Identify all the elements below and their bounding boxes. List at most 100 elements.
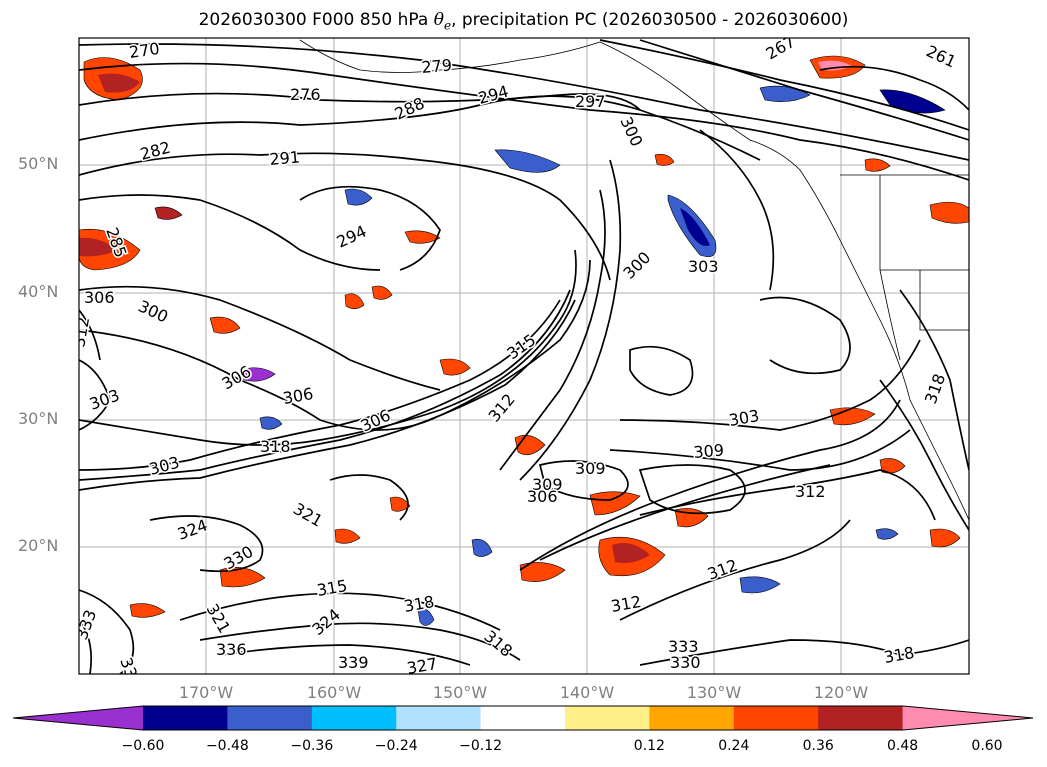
precip-blob [389, 496, 411, 512]
contour-label: 339 [338, 653, 369, 672]
lat-label-40n: 40°N [18, 282, 59, 301]
precip-blob [519, 562, 566, 582]
precip-blob [404, 230, 441, 244]
contour-label: 306 [527, 487, 558, 506]
title-theta: θ [433, 10, 444, 30]
precip-blob [79, 237, 118, 257]
colorbar-cells [13, 706, 1033, 730]
contour-label: 306 [84, 288, 115, 307]
coastlines [299, 39, 969, 521]
colorbar-tick-label: −0.48 [205, 738, 249, 754]
precip-blob [259, 416, 283, 430]
map-frame [78, 37, 970, 675]
contour-line [79, 589, 135, 674]
precip-blob [875, 528, 899, 540]
contour-line [499, 189, 606, 471]
contour-label: 318 [260, 437, 291, 456]
lat-label-20n: 20°N [18, 536, 59, 555]
colorbar-tick-label: 0.12 [633, 738, 665, 754]
contour-line [79, 95, 761, 161]
colorbar-extend-high [902, 706, 1033, 730]
contour-label: 303 [688, 257, 719, 276]
title-suffix: , precipitation PC (2026030500 - 2026030… [451, 10, 849, 30]
contour-label: 333 [668, 637, 699, 656]
colorbar-cell [565, 706, 650, 730]
contour-line [199, 622, 521, 661]
contour-line [899, 289, 969, 471]
north-america-coast [599, 41, 969, 521]
precip-blob [929, 201, 969, 224]
contour-label: 312 [795, 482, 826, 501]
contour-line [639, 39, 969, 141]
contour-line [519, 159, 622, 481]
colorbar-tick-label: −0.60 [121, 738, 165, 754]
colorbar-cell [143, 706, 228, 730]
contour-line [879, 379, 969, 531]
lon-label-150w: 150°W [432, 683, 488, 702]
contour-label: 291 [269, 147, 301, 169]
contour-line [638, 464, 746, 515]
lon-label-130w: 130°W [686, 683, 742, 702]
contour-line [759, 296, 851, 375]
lon-label-170w: 170°W [178, 683, 234, 702]
precip-blob [344, 293, 365, 310]
contour-line [329, 474, 409, 521]
contour-label: 276 [290, 85, 321, 104]
precip-blob [680, 208, 710, 246]
contour-label: 297 [575, 92, 606, 111]
colorbar-tick-label: −0.36 [290, 738, 334, 754]
contour-line [519, 399, 901, 571]
contour-label: 279 [421, 55, 453, 77]
precip-blob [879, 458, 906, 474]
contour-line [79, 43, 969, 161]
contour-label: 270 [128, 39, 161, 62]
contour-line [639, 639, 969, 666]
contour-line [299, 185, 441, 271]
contour-line [819, 65, 969, 111]
colorbar-cell [649, 706, 735, 730]
contour-line [219, 644, 471, 666]
contour-line [629, 345, 694, 396]
lon-label-160w: 160°W [306, 683, 362, 702]
contour-line [639, 469, 936, 521]
contour-label: 309 [575, 459, 606, 478]
precip-blob [589, 491, 641, 516]
contour-line [79, 285, 441, 391]
title-theta-subscript: e [443, 18, 452, 33]
precip-blob [929, 528, 961, 548]
contour-label: 327 [405, 654, 438, 678]
contour-label: 330 [670, 653, 701, 672]
colorbar-tick-label: −0.24 [374, 738, 418, 754]
contour-line [609, 429, 911, 471]
contour-line [599, 39, 969, 131]
state-border [879, 269, 901, 361]
contour-line [79, 152, 611, 281]
precip-blob [129, 603, 166, 618]
title-prefix: 2026030300 F000 850 hPa [198, 10, 434, 30]
precip-blob [334, 528, 361, 544]
colorbar-cell [311, 706, 397, 730]
contour-line [538, 460, 629, 501]
contour-line [79, 249, 577, 446]
precip-blob [864, 158, 891, 172]
contour-line [179, 592, 501, 631]
precip-blob [439, 358, 471, 376]
colorbar-cell [396, 706, 482, 730]
contour-line [79, 299, 561, 471]
precip-blob [344, 188, 373, 206]
colorbar-tick-label: −0.12 [459, 738, 503, 754]
contour-line [619, 339, 921, 431]
colorbar-cell [818, 706, 904, 730]
colorbar-cell [480, 706, 566, 730]
precip-blob [471, 538, 493, 557]
state-border [919, 270, 969, 331]
lat-label-30n: 30°N [18, 409, 59, 428]
precip-blob [494, 149, 561, 173]
colorbar-tick-label: 0.48 [887, 738, 919, 754]
contour-line [79, 619, 93, 674]
colorbar-outline [12, 705, 1034, 731]
map-title: 2026030300 F000 850 hPa θe, precipitatio… [0, 10, 1047, 32]
lon-label-120w: 120°W [813, 683, 869, 702]
contour-label: 309 [532, 475, 563, 494]
